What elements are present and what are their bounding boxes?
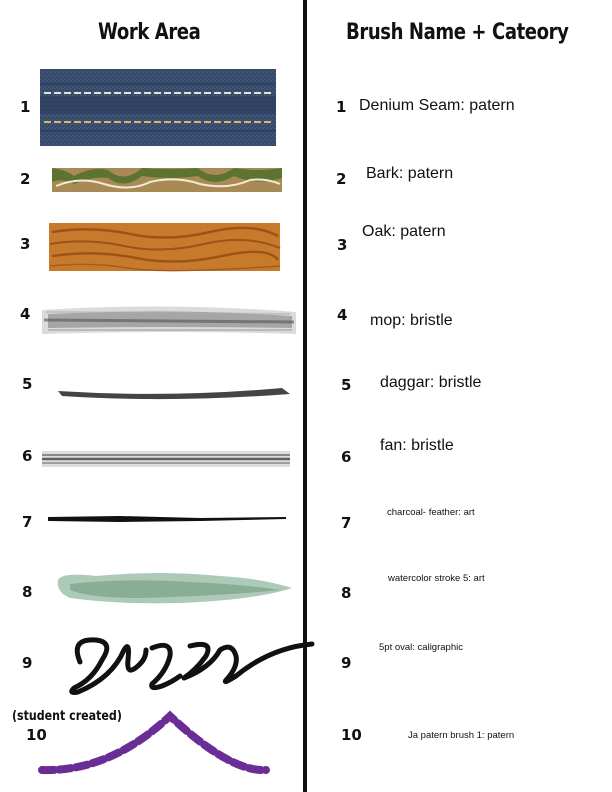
brush-name-5: daggar: bristle <box>380 374 482 391</box>
brush-name-10: Ja patern brush 1: patern <box>408 730 515 741</box>
right-number-2: 2 <box>336 170 347 188</box>
daggar-stroke <box>58 388 290 400</box>
left-number-1: 1 <box>20 98 31 116</box>
work-area-heading: Work Area <box>98 20 201 45</box>
left-number-6: 6 <box>22 447 33 465</box>
right-number-3: 3 <box>337 236 348 254</box>
brush-name-9: 5pt oval: caligraphic <box>379 642 463 653</box>
left-number-10: 10 <box>26 726 47 744</box>
left-number-7: 7 <box>22 513 33 531</box>
mop-stroke <box>42 306 296 334</box>
left-number-4: 4 <box>20 305 31 323</box>
brush-name-2: Bark: patern <box>366 165 454 182</box>
right-number-10: 10 <box>341 726 362 744</box>
oak-stroke <box>49 223 281 272</box>
right-number-8: 8 <box>341 584 352 602</box>
student-pattern-stroke <box>38 710 270 775</box>
right-number-1: 1 <box>336 98 347 116</box>
brush-name-8: watercolor stroke 5: art <box>388 573 485 584</box>
left-number-5: 5 <box>22 375 33 393</box>
right-number-5: 5 <box>341 376 352 394</box>
right-number-4: 4 <box>337 306 348 324</box>
right-number-7: 7 <box>341 514 352 532</box>
right-number-9: 9 <box>341 654 352 672</box>
brush-name-heading: Brush Name + Cateory <box>346 20 569 45</box>
fan-stroke <box>42 451 290 467</box>
brush-name-1: Denium Seam: patern <box>359 97 515 114</box>
watercolor-stroke <box>57 573 292 604</box>
left-number-2: 2 <box>20 170 31 188</box>
column-divider <box>303 0 307 792</box>
bark-stroke <box>52 168 282 192</box>
left-number-3: 3 <box>20 235 31 253</box>
charcoal-stroke <box>48 516 286 522</box>
left-number-9: 9 <box>22 654 33 672</box>
brush-name-6: fan: bristle <box>380 437 454 454</box>
left-number-8: 8 <box>22 583 33 601</box>
calligraphic-stroke <box>69 637 315 695</box>
denim-seam-stroke <box>40 69 276 146</box>
brush-name-3: Oak: patern <box>362 223 446 240</box>
right-number-6: 6 <box>341 448 352 466</box>
brush-name-7: charcoal- feather: art <box>387 507 475 518</box>
student-created-note: (student created) <box>12 709 122 724</box>
brush-name-4: mop: bristle <box>370 312 453 329</box>
